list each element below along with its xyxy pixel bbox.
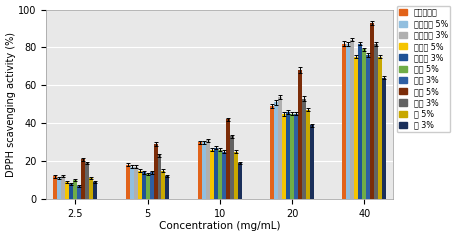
Bar	[225, 119, 229, 199]
Bar	[221, 152, 225, 199]
Bar	[53, 176, 57, 199]
Bar	[57, 178, 61, 199]
Bar	[273, 102, 278, 199]
Bar	[374, 44, 377, 199]
Bar	[270, 106, 273, 199]
Bar	[206, 140, 209, 199]
Bar	[285, 112, 289, 199]
Bar	[65, 182, 69, 199]
Bar	[301, 99, 305, 199]
X-axis label: Concentration (mg/mL): Concentration (mg/mL)	[159, 221, 280, 232]
Bar	[149, 173, 153, 199]
Bar	[69, 184, 73, 199]
Bar	[202, 142, 206, 199]
Bar	[73, 180, 77, 199]
Bar	[81, 159, 85, 199]
Bar	[309, 125, 313, 199]
Bar	[89, 178, 93, 199]
Bar	[362, 49, 365, 199]
Bar	[293, 114, 298, 199]
Bar	[217, 150, 221, 199]
Bar	[289, 114, 293, 199]
Y-axis label: DPPH scavenging activity (%): DPPH scavenging activity (%)	[5, 32, 15, 177]
Bar	[213, 148, 217, 199]
Bar	[85, 163, 89, 199]
Bar	[354, 57, 358, 199]
Bar	[305, 110, 309, 199]
Bar	[93, 182, 97, 199]
Bar	[237, 163, 241, 199]
Bar	[342, 44, 346, 199]
Legend: 찹쌀고추장, 블루베리 5%, 블루베리 3%, 토마토 5%, 토마토 3%, 딸기 5%, 딸기 3%, 호두 5%, 호두 3%, 마 5%, 마 3%: 찹쌀고추장, 블루베리 5%, 블루베리 3%, 토마토 5%, 토마토 3%,…	[396, 6, 450, 132]
Bar	[129, 167, 133, 199]
Bar	[381, 78, 385, 199]
Bar	[145, 174, 149, 199]
Bar	[161, 171, 165, 199]
Bar	[377, 57, 381, 199]
Bar	[153, 144, 157, 199]
Bar	[133, 167, 137, 199]
Bar	[365, 55, 369, 199]
Bar	[369, 23, 374, 199]
Bar	[358, 44, 362, 199]
Bar	[77, 186, 81, 199]
Bar	[209, 150, 213, 199]
Bar	[229, 137, 233, 199]
Bar	[349, 40, 354, 199]
Bar	[282, 114, 285, 199]
Bar	[346, 44, 349, 199]
Bar	[233, 152, 237, 199]
Bar	[165, 176, 169, 199]
Bar	[142, 173, 145, 199]
Bar	[197, 142, 202, 199]
Bar	[126, 165, 129, 199]
Bar	[137, 171, 142, 199]
Bar	[278, 97, 282, 199]
Bar	[61, 176, 65, 199]
Bar	[157, 155, 161, 199]
Bar	[298, 70, 301, 199]
